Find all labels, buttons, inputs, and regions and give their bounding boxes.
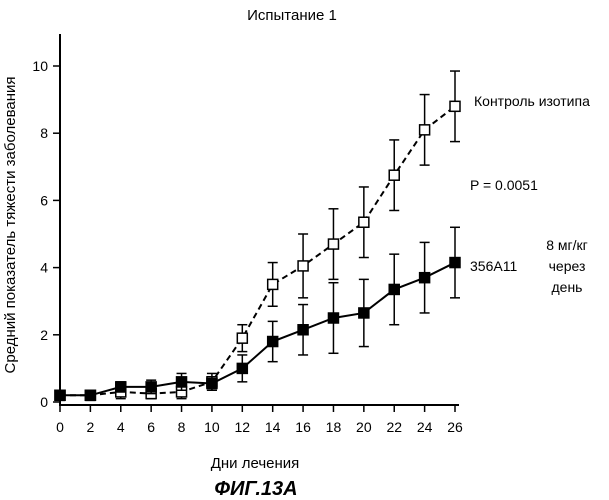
chart-title: Испытание 1 (247, 7, 337, 24)
data-point-marker (298, 325, 308, 335)
dose-annotation-line2: через (549, 258, 586, 274)
series-layer (55, 71, 460, 400)
data-point-marker (328, 239, 338, 249)
data-point-marker (359, 217, 369, 227)
x-tick-label: 0 (56, 419, 64, 435)
axes (59, 34, 459, 405)
x-tick-label: 8 (178, 419, 186, 435)
y-tick-label: 0 (40, 394, 48, 410)
data-point-marker (328, 313, 338, 323)
x-axis-label: Дни лечения (211, 455, 300, 472)
y-axis-label: Средний показатель тяжести заболевания (2, 77, 19, 374)
legend-label-isotype-control: Контроль изотипа (474, 93, 590, 109)
x-tick-label: 12 (235, 419, 251, 435)
x-tick-label: 14 (265, 419, 281, 435)
x-ticks: 02468101214161820222426 (56, 405, 463, 435)
data-point-marker (268, 279, 278, 289)
y-tick-label: 4 (40, 260, 48, 276)
data-point-marker (359, 308, 369, 318)
data-point-marker (420, 125, 430, 135)
x-tick-label: 6 (147, 419, 155, 435)
data-point-marker (177, 377, 187, 387)
x-tick-label: 10 (204, 419, 220, 435)
series-0 (55, 71, 460, 400)
x-tick-label: 26 (447, 419, 463, 435)
data-point-marker (207, 379, 217, 389)
data-point-marker (146, 382, 156, 392)
data-point-marker (237, 363, 247, 373)
y-tick-label: 8 (40, 125, 48, 141)
data-point-marker (55, 390, 65, 400)
y-tick-label: 6 (40, 192, 48, 208)
x-tick-label: 4 (117, 419, 125, 435)
dose-annotation-line1: 8 мг/кг (546, 237, 588, 253)
x-tick-label: 2 (86, 419, 94, 435)
x-tick-label: 22 (386, 419, 402, 435)
y-tick-label: 2 (40, 327, 48, 343)
data-point-marker (450, 258, 460, 268)
p-value-annotation: P = 0.0051 (470, 177, 538, 193)
data-point-marker (237, 333, 247, 343)
data-point-marker (389, 170, 399, 180)
series-1 (55, 227, 460, 400)
x-tick-label: 20 (356, 419, 372, 435)
y-tick-label: 10 (32, 58, 48, 74)
data-point-marker (116, 382, 126, 392)
data-point-marker (420, 273, 430, 283)
data-point-marker (298, 261, 308, 271)
y-ticks: 0 2 4 6 8 10 (32, 58, 60, 410)
series-line (60, 106, 455, 395)
x-tick-label: 18 (326, 419, 342, 435)
x-tick-label: 24 (417, 419, 433, 435)
legend-label-356a11: 356A11 (470, 258, 517, 274)
dose-annotation-line3: день (552, 279, 583, 295)
figure-label: ФИГ.13А (214, 478, 297, 500)
data-point-marker (85, 390, 95, 400)
x-tick-label: 16 (295, 419, 311, 435)
series-line (60, 263, 455, 396)
data-point-marker (450, 101, 460, 111)
data-point-marker (268, 337, 278, 347)
data-point-marker (389, 284, 399, 294)
